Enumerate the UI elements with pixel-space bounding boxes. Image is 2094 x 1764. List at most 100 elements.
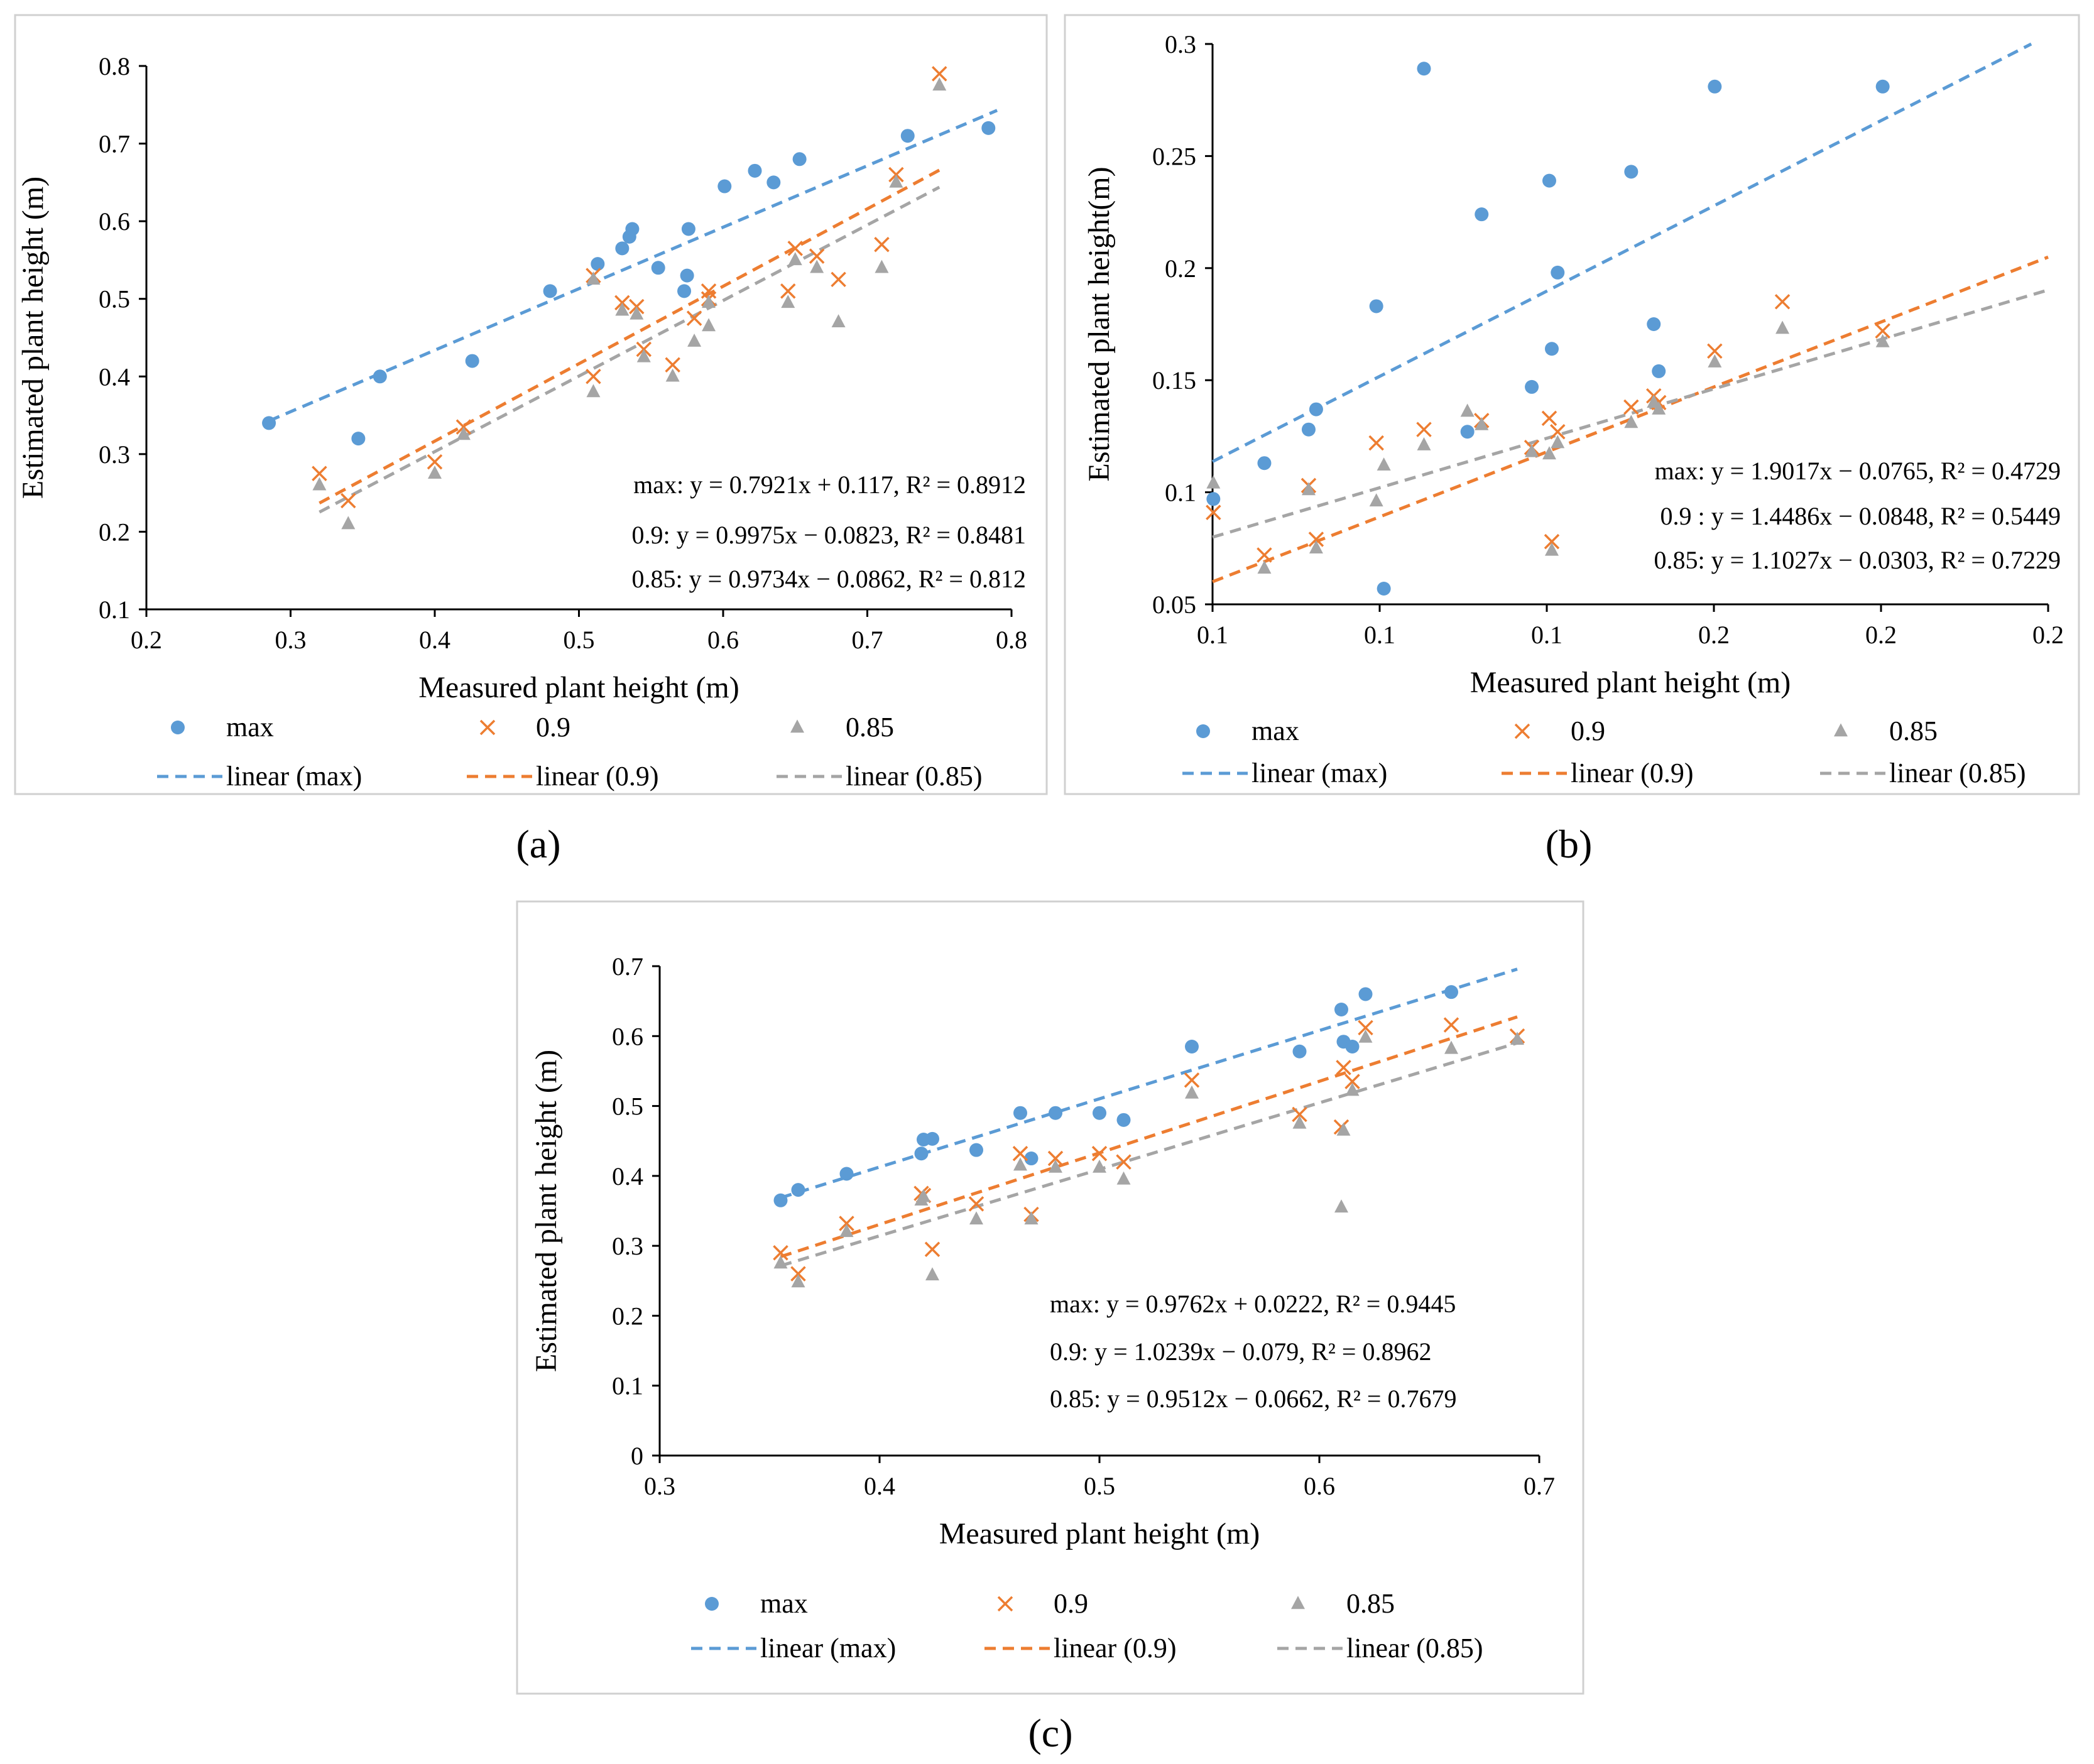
data-point bbox=[791, 1274, 805, 1288]
data-point bbox=[1550, 424, 1566, 440]
panel-label: (b) bbox=[1546, 822, 1593, 866]
data-point bbox=[1542, 446, 1556, 460]
data-point bbox=[1475, 416, 1489, 430]
legend-label: max bbox=[760, 1588, 808, 1619]
y-tick-label: 0.3 bbox=[1165, 30, 1196, 58]
data-point bbox=[1525, 444, 1539, 457]
data-point bbox=[1206, 475, 1221, 489]
x-tick-label: 0.6 bbox=[707, 626, 739, 654]
data-point bbox=[1708, 79, 1722, 94]
y-tick-label: 0.1 bbox=[1165, 479, 1196, 507]
trendline-09 bbox=[780, 1015, 1518, 1258]
data-point bbox=[1093, 1106, 1106, 1120]
chart-panel-c: 0.3 0.4 0.5 0.6 0.7 0 0.1 0.2 0.3 0.4 0.5 0.6 0.7 Mea… bbox=[516, 900, 1584, 1695]
data-point bbox=[312, 466, 327, 481]
data-point bbox=[341, 493, 356, 509]
x-tick-label: 0.1 bbox=[1197, 621, 1228, 649]
data-point bbox=[1544, 542, 1559, 556]
legend-label: linear (max) bbox=[226, 761, 362, 792]
data-point bbox=[839, 1167, 854, 1181]
data-point bbox=[1542, 173, 1556, 188]
data-point bbox=[312, 477, 327, 491]
data-point bbox=[1358, 1020, 1373, 1036]
data-point bbox=[839, 1216, 854, 1231]
legend-label: linear (max) bbox=[760, 1633, 896, 1663]
regression-equation: 0.85: y = 0.9512x − 0.0662, R² = 0.7679 bbox=[1050, 1385, 1456, 1413]
legend: max linear (max) 0.9 linear (0.9) 0.85 linear… bbox=[1182, 716, 2026, 788]
data-point bbox=[787, 241, 803, 256]
data-point bbox=[1707, 343, 1723, 359]
data-point bbox=[625, 222, 640, 236]
data-point bbox=[1443, 1017, 1459, 1033]
panel-label: (a) bbox=[516, 822, 560, 866]
legend-marker-max bbox=[171, 721, 185, 734]
x-tick-label: 0.7 bbox=[1524, 1472, 1555, 1500]
data-point bbox=[687, 334, 702, 347]
legend-label: linear (0.85) bbox=[846, 761, 982, 792]
data-point bbox=[1460, 403, 1475, 417]
y-tick-label: 0.8 bbox=[99, 52, 130, 80]
legend-label: linear (0.9) bbox=[1571, 758, 1693, 788]
data-point bbox=[969, 1143, 983, 1157]
y-tick-label: 0.6 bbox=[99, 207, 130, 236]
data-point bbox=[773, 1245, 788, 1261]
data-point bbox=[615, 241, 630, 256]
data-point bbox=[1647, 317, 1661, 331]
y-tick-label: 0.2 bbox=[99, 518, 130, 546]
regression-equation: 0.85: y = 0.9734x − 0.0862, R² = 0.812 bbox=[632, 565, 1026, 593]
panel-label: (c) bbox=[1028, 1711, 1072, 1755]
data-point bbox=[1185, 1039, 1199, 1054]
data-point bbox=[924, 1241, 941, 1257]
data-point bbox=[1358, 987, 1373, 1001]
x-tick-label: 0.8 bbox=[996, 626, 1027, 654]
data-point bbox=[790, 1266, 806, 1282]
data-point bbox=[1510, 1032, 1524, 1045]
x-axis-label: Measured plant height (m) bbox=[1470, 666, 1791, 699]
data-point bbox=[702, 295, 716, 308]
data-point bbox=[1624, 165, 1639, 179]
data-point bbox=[373, 369, 387, 384]
x-tick-label: 0.4 bbox=[864, 1472, 895, 1500]
data-point bbox=[781, 295, 795, 308]
y-tick-label: 0.4 bbox=[99, 362, 130, 391]
data-point bbox=[932, 77, 947, 91]
data-point bbox=[341, 516, 356, 530]
legend-label: 0.9 bbox=[1571, 716, 1605, 746]
y-axis-label: Estimated plant height (m) bbox=[530, 1050, 563, 1372]
regression-equation: max: y = 0.7921x + 0.117, R² = 0.8912 bbox=[633, 471, 1026, 499]
x-tick-label: 0.2 bbox=[131, 626, 162, 654]
data-point bbox=[809, 248, 825, 264]
data-point bbox=[665, 357, 680, 373]
panel-frame bbox=[14, 14, 1048, 795]
data-point bbox=[1708, 354, 1722, 368]
x-tick-label: 0.5 bbox=[564, 626, 595, 654]
data-point bbox=[780, 283, 796, 299]
data-point bbox=[702, 318, 716, 332]
y-tick-label: 0.05 bbox=[1152, 591, 1196, 619]
data-point bbox=[1377, 582, 1391, 596]
data-point bbox=[773, 1255, 788, 1269]
data-point bbox=[1417, 437, 1431, 450]
data-point bbox=[1012, 1146, 1028, 1162]
data-point bbox=[428, 466, 442, 479]
data-point bbox=[1334, 1199, 1348, 1213]
regression-equation: 0.9 : y = 1.4486x − 0.0848, R² = 0.5449 bbox=[1660, 502, 2061, 530]
data-point bbox=[1544, 533, 1560, 550]
data-point bbox=[543, 284, 557, 298]
data-point bbox=[1774, 294, 1791, 310]
data-point bbox=[586, 384, 601, 398]
data-point bbox=[1024, 1152, 1039, 1166]
data-point bbox=[792, 152, 807, 166]
series-09 bbox=[773, 1017, 1525, 1282]
y-tick-label: 0.5 bbox=[99, 285, 130, 313]
x-tick-label: 0.2 bbox=[2032, 621, 2064, 649]
data-point bbox=[766, 175, 781, 190]
data-point bbox=[839, 1224, 854, 1238]
x-tick-label: 0.1 bbox=[1531, 621, 1562, 649]
x-tick-label: 0.3 bbox=[644, 1472, 675, 1500]
data-point bbox=[1775, 320, 1790, 334]
x-tick-label: 0.6 bbox=[1304, 1472, 1335, 1500]
data-point bbox=[1206, 504, 1221, 520]
data-point bbox=[1377, 457, 1391, 471]
